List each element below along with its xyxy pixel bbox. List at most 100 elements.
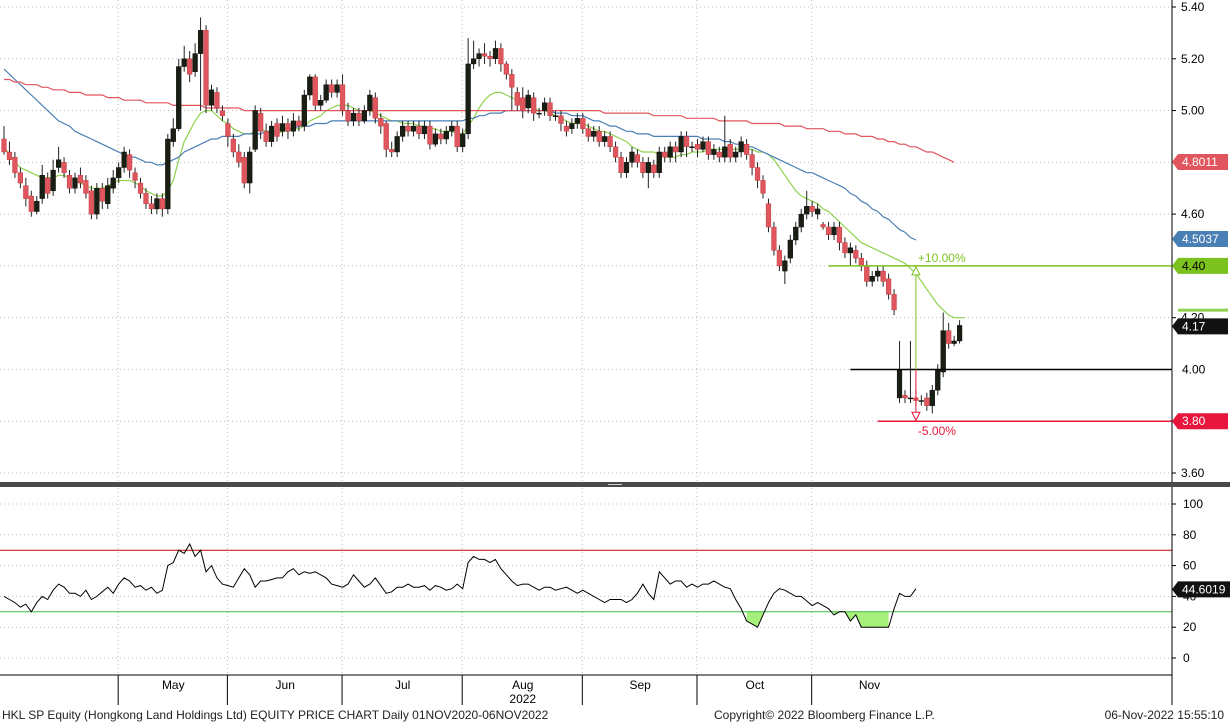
candle-body [339, 84, 346, 111]
candle-body [99, 188, 105, 202]
candle [733, 146, 739, 163]
rsi-series [3, 542, 917, 628]
month-label: May [162, 678, 185, 692]
candle-body [197, 30, 204, 54]
candle-body [471, 58, 477, 65]
candle [842, 237, 848, 259]
candle [765, 198, 772, 233]
candle-body [449, 125, 455, 132]
pivot-tag-bg [1172, 361, 1228, 378]
price-gridlines [0, 0, 1172, 482]
sma200-value-tag-text: 4.8011 [1182, 155, 1218, 169]
candle [12, 151, 18, 178]
candle-body [263, 131, 269, 142]
candle-body [907, 397, 914, 400]
candle-body [727, 144, 733, 158]
candle [476, 48, 482, 67]
candle-body [28, 195, 34, 212]
candle [318, 95, 324, 111]
candle-body [602, 136, 608, 142]
candle-body [612, 146, 619, 158]
candle [192, 43, 198, 77]
candle [705, 136, 712, 160]
candle-body [891, 294, 897, 311]
candle [667, 141, 673, 163]
candle-body [110, 177, 116, 189]
candle [711, 144, 717, 160]
candle-body [83, 180, 89, 194]
candle-body [296, 120, 302, 127]
sma50-line [3, 68, 917, 241]
candle [339, 74, 346, 116]
candle [432, 128, 438, 147]
candle-body [372, 97, 378, 119]
candle-body [214, 92, 220, 109]
candle [405, 120, 411, 137]
candle-body [165, 138, 171, 210]
candle [334, 79, 340, 98]
candle-body [307, 76, 313, 96]
candle-body [733, 151, 739, 158]
candle-body [1, 138, 7, 153]
candle [651, 159, 657, 178]
candle-body [383, 123, 389, 150]
chart-frame [0, 0, 1230, 705]
candle-body [705, 141, 712, 155]
candle-body [869, 276, 875, 282]
candle [307, 74, 313, 101]
candle-body [536, 112, 542, 115]
candle-body [634, 154, 641, 163]
candle [301, 89, 307, 132]
candle [165, 133, 171, 215]
candle-body [154, 198, 160, 210]
candle-body [323, 84, 329, 101]
candle [274, 118, 280, 142]
candle [329, 79, 335, 98]
candle [279, 115, 286, 137]
candle [563, 120, 570, 137]
candle [809, 201, 815, 217]
candle [252, 105, 258, 152]
upper-target-tag-bg [1172, 257, 1228, 274]
candle [886, 273, 892, 300]
rsi-tick-label: 80 [1183, 528, 1197, 542]
month-label: Nov [859, 678, 880, 692]
price-and-rsi-chart[interactable]: +10.00%-5.00% 5.405.205.004.804.604.404.… [0, 0, 1230, 706]
candle [170, 118, 176, 147]
candle [105, 177, 111, 209]
candle [738, 136, 744, 158]
candle [558, 110, 564, 132]
candle [591, 126, 597, 142]
candle-body [181, 58, 187, 67]
candle-body [880, 270, 886, 282]
candle [754, 162, 761, 189]
candle [793, 221, 799, 246]
candle [552, 110, 559, 121]
candle [492, 40, 499, 64]
candle-body [72, 177, 78, 189]
candle [230, 133, 236, 158]
candle-body [531, 97, 537, 114]
candle [673, 141, 679, 163]
candle-body [875, 270, 881, 277]
candle [536, 107, 542, 119]
lower-target-label: -5.00% [918, 424, 956, 438]
x-axis: May Jun Jul Aug Sep Oct Nov 2022 [117, 675, 880, 706]
candle-body [367, 94, 373, 111]
pivot-tag-text: 4.00 [1182, 362, 1206, 376]
candle-body [132, 172, 138, 181]
candle [853, 245, 859, 264]
sma200-value-tag-bg [1172, 154, 1228, 171]
candle [618, 151, 624, 178]
candle-body [656, 151, 662, 173]
candle-body [711, 149, 717, 155]
candle-body [853, 250, 859, 259]
candle-body [547, 102, 553, 116]
chart-title-text: HKL SP Equity (Hongkong Land Holdings Lt… [2, 708, 549, 722]
candle-body [34, 200, 40, 212]
candle-body [241, 156, 247, 184]
candle [94, 183, 100, 220]
candle [263, 123, 269, 147]
candle-body [94, 188, 100, 215]
candle-body [940, 330, 946, 373]
